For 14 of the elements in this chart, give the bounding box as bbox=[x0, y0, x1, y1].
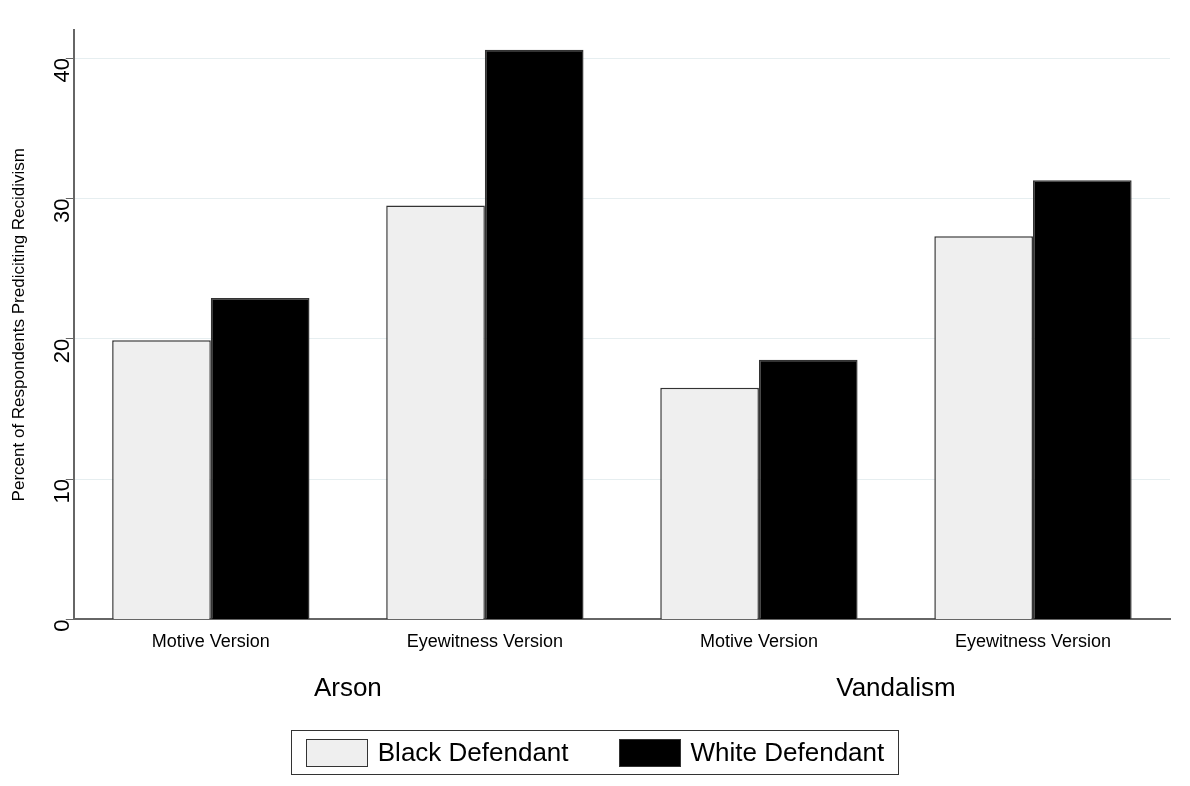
y-tick-label: 20 bbox=[48, 338, 74, 364]
x-tick-label: Eyewitness Version bbox=[954, 631, 1112, 652]
y-tick-label: 10 bbox=[48, 479, 74, 504]
y-axis-title: Percent of Respondents Prediciting Recidivism bbox=[8, 148, 28, 502]
text: Arson bbox=[313, 672, 382, 703]
legend-label: Black Defendant bbox=[377, 737, 569, 768]
text: Vandalism bbox=[836, 672, 956, 703]
y-tick-label: 30 bbox=[48, 198, 74, 223]
y-tick-label: 0 bbox=[48, 619, 74, 632]
y-tick-label: 40 bbox=[48, 58, 74, 83]
x-tick-label: Motive Version bbox=[151, 631, 270, 652]
legend-label: White Defendant bbox=[690, 737, 885, 768]
x-tick-label: Motive Version bbox=[699, 631, 818, 652]
x-tick-label: Eyewitness Version bbox=[406, 631, 563, 652]
